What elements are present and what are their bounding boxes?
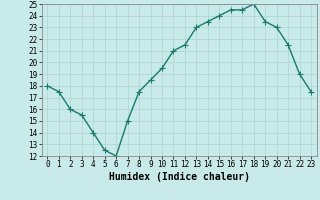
X-axis label: Humidex (Indice chaleur): Humidex (Indice chaleur) bbox=[109, 172, 250, 182]
